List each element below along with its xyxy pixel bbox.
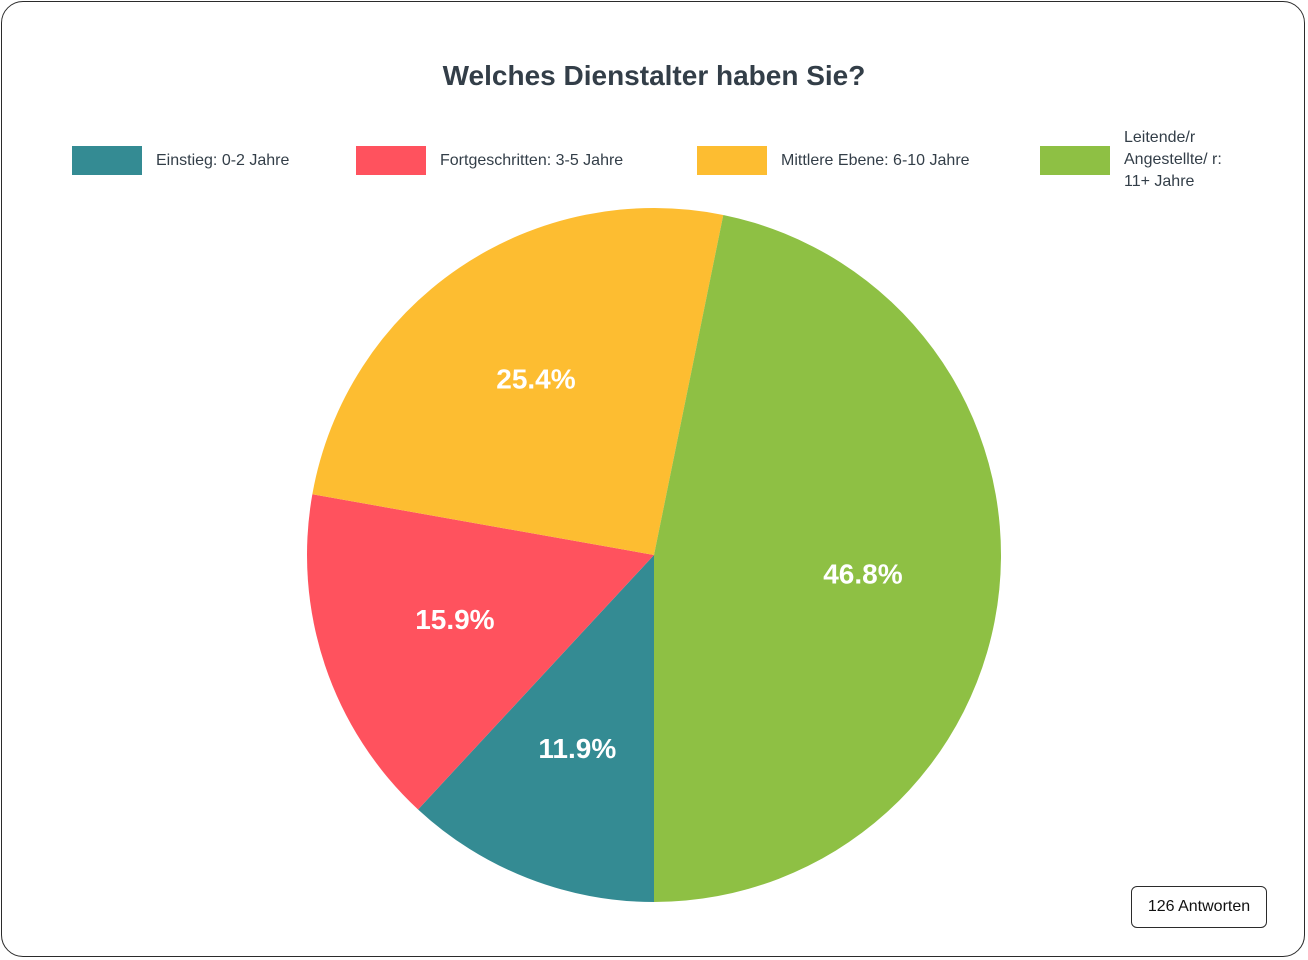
legend-item-mittlere-ebene[interactable]: Mittlere Ebene: 6-10 Jahre <box>697 146 970 175</box>
legend-item-fortgeschritten[interactable]: Fortgeschritten: 3-5 Jahre <box>356 146 623 175</box>
pie-slice-leitende[interactable] <box>654 214 1001 902</box>
pie-slice-fortgeschritten[interactable] <box>306 494 654 810</box>
legend-swatch-fortgeschritten <box>356 146 426 175</box>
chart-title: Welches Dienstalter haben Sie? <box>442 60 866 91</box>
legend-label-leitende: Leitende/r Angestellte/ r: 11+ Jahre <box>1124 129 1222 190</box>
legend-item-einstieg[interactable]: Einstieg: 0-2 Jahre <box>72 146 289 175</box>
legend-label-mittlere-ebene: Mittlere Ebene: 6-10 Jahre <box>781 151 970 169</box>
legend-swatch-leitende <box>1040 145 1110 175</box>
pie-slice-label-leitende: 46.8% <box>823 558 902 589</box>
pie-slice-einstieg[interactable] <box>418 555 654 902</box>
pie-slice-label-einstieg: 11.9% <box>538 733 616 764</box>
responses-count-badge: 126 Antworten <box>1131 886 1267 928</box>
legend-swatch-mittlere-ebene <box>697 146 767 175</box>
pie-slice-label-mittlere-ebene: 25.4% <box>496 364 575 395</box>
legend-item-leitende[interactable]: Leitende/r Angestellte/ r: 11+ Jahre <box>1040 127 1234 193</box>
pie-slice-labels: 11.9% 15.9% 25.4% 46.8% <box>415 364 903 764</box>
legend-label-fortgeschritten: Fortgeschritten: 3-5 Jahre <box>440 151 624 169</box>
legend-label-einstieg: Einstieg: 0-2 Jahre <box>156 151 290 169</box>
pie-slice-label-fortgeschritten: 15.9% <box>415 604 494 635</box>
pie-slice-mittlere-ebene[interactable] <box>312 208 724 555</box>
pie-slices <box>306 208 1001 902</box>
legend-swatch-einstieg <box>72 146 142 175</box>
